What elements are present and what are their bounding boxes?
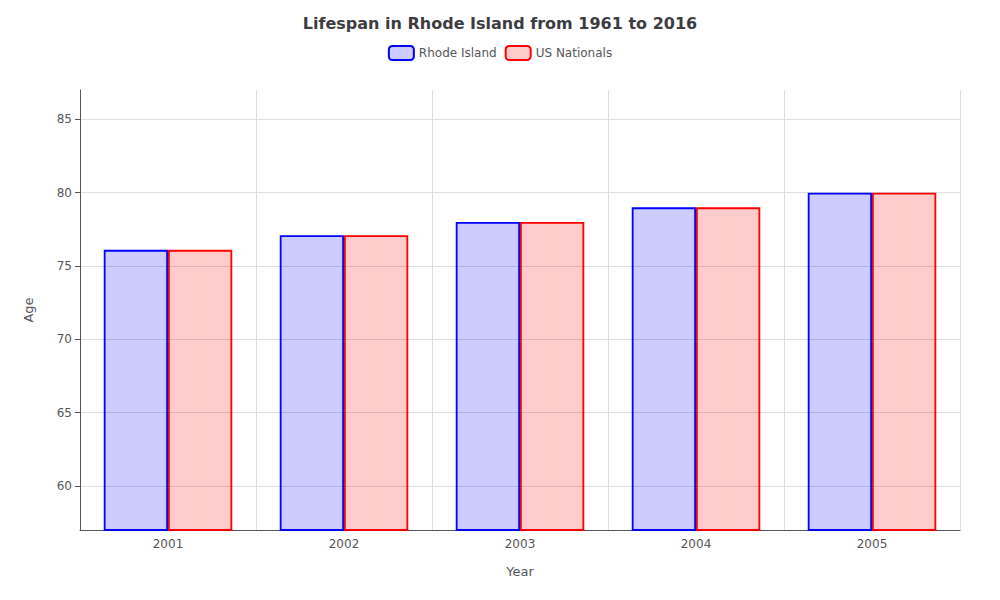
svg-text:2002: 2002: [329, 537, 360, 551]
svg-text:85: 85: [57, 112, 72, 126]
svg-text:2005: 2005: [857, 537, 888, 551]
svg-text:US Nationals: US Nationals: [536, 46, 612, 60]
svg-text:2001: 2001: [153, 537, 184, 551]
svg-text:Lifespan in Rhode Island from: Lifespan in Rhode Island from 1961 to 20…: [303, 14, 697, 33]
svg-text:65: 65: [57, 406, 72, 420]
svg-text:2004: 2004: [681, 537, 712, 551]
svg-text:Year: Year: [505, 564, 534, 579]
svg-text:2003: 2003: [505, 537, 536, 551]
svg-text:Rhode Island: Rhode Island: [419, 46, 497, 60]
svg-text:60: 60: [57, 479, 72, 493]
svg-text:Age: Age: [21, 297, 36, 322]
svg-text:70: 70: [57, 332, 72, 346]
svg-text:80: 80: [57, 186, 72, 200]
svg-text:75: 75: [57, 259, 72, 273]
